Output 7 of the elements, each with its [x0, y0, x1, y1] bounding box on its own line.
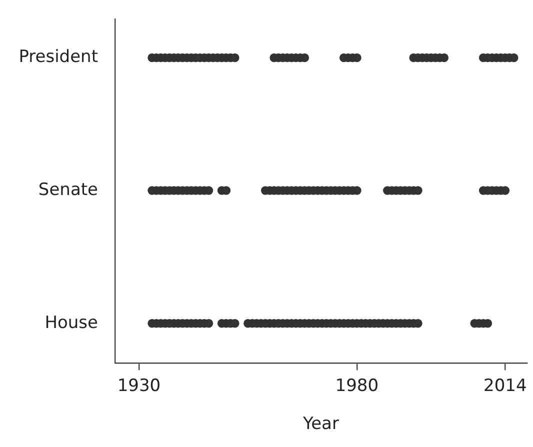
x-tick-label: 1980 [335, 376, 379, 396]
x-tick-label: 2014 [484, 376, 527, 396]
y-tick-label: House [44, 312, 98, 333]
y-tick-label: Senate [38, 180, 98, 200]
y-tick-label: President [18, 47, 98, 68]
x-axis-title: Year [302, 414, 339, 434]
x-tick-label: 1930 [117, 376, 161, 396]
